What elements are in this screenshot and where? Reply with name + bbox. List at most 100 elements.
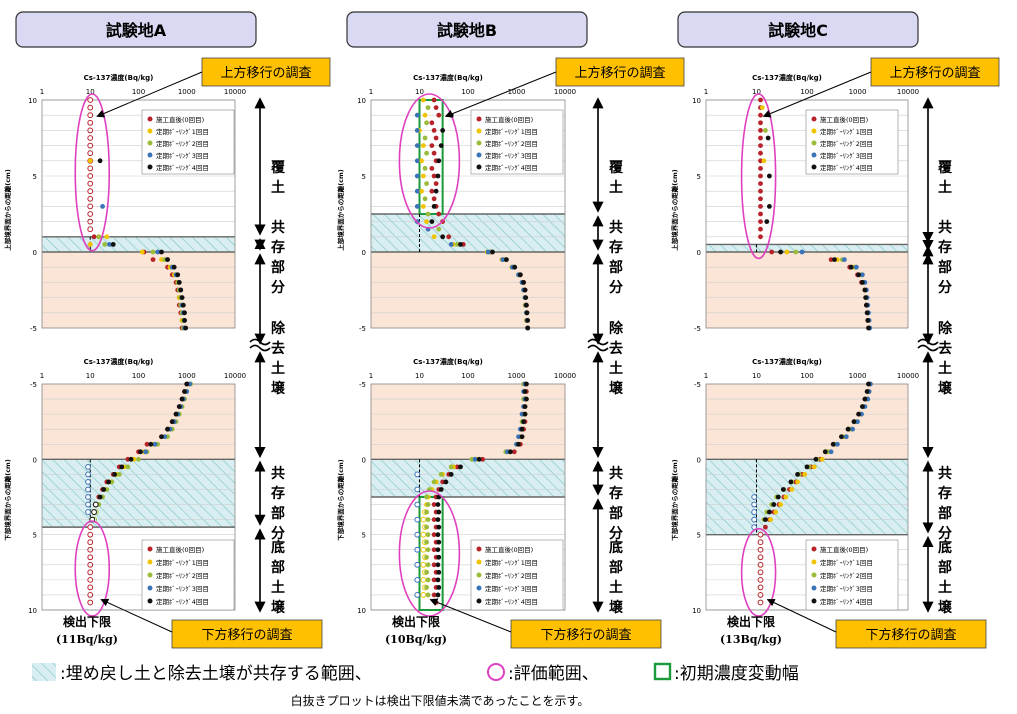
data-point [422,135,428,141]
data-point [757,569,764,576]
data-point [144,441,150,447]
data-point [87,524,94,531]
data-point [511,449,517,455]
zone-label-removed: 去 [938,340,952,357]
data-point [438,487,444,492]
data-point [523,295,529,300]
zone-label-coexist: 部 [938,259,952,276]
data-point [762,517,768,522]
removed-soil-zone [371,384,565,460]
data-point [87,180,94,187]
data-point [762,127,768,133]
data-point [789,487,795,492]
data-point [757,546,764,553]
data-point [87,165,94,172]
data-point [171,264,177,270]
legend-marker [476,572,482,578]
data-point [859,404,865,409]
data-point [802,472,808,477]
site-title-box [677,11,919,48]
removed-soil-zone [42,384,235,460]
legend-label: 施工直後(0回目) [485,545,533,554]
removed-soil-zone [371,252,565,328]
data-point [420,143,426,149]
data-point [866,325,871,331]
legend-marker [811,572,817,578]
data-point [150,249,156,255]
data-point [758,135,763,141]
y-axis-label: 上部境界面からの距離(cm) [336,169,345,251]
data-point [764,219,770,225]
data-point [521,280,526,285]
data-point [425,517,431,522]
data-point [87,127,94,134]
zone-label-cover: 土 [271,179,285,196]
data-point [438,472,444,477]
data-point [751,494,758,500]
legend-marker [147,116,153,122]
y-tick-label: -5 [30,381,37,389]
data-point [525,325,531,331]
x-tick-label: 1 [40,88,44,96]
data-point [438,143,444,149]
data-point [436,585,442,590]
legend-marker [476,546,482,552]
legend-marker [476,585,482,591]
data-point [87,211,94,217]
data-point [414,173,420,179]
legend-label: 定期ﾎﾞｰﾘﾝｸﾞ4回目 [485,597,538,606]
data-point [436,524,442,530]
data-point [424,554,429,560]
data-point [843,434,849,440]
data-point [490,249,495,255]
square-swatch [653,662,672,681]
data-point [835,441,840,447]
callout-arrow [766,598,837,633]
legend-label: 施工直後(0回目) [485,115,533,124]
data-point [183,325,189,331]
data-point [822,449,828,455]
data-point [424,494,429,500]
data-point [758,173,763,179]
removed-soil-zone [706,384,908,460]
legend-box [805,109,899,175]
data-point [435,592,441,598]
y-tick-label: 0 [362,456,366,464]
y-tick-label: 5 [697,173,701,181]
y-tick-label: 0 [697,456,701,464]
x-axis-label: Cs-137濃度(Bq/kg) [752,73,822,82]
data-point [448,242,454,247]
data-point [519,426,525,432]
data-point [766,204,772,209]
data-point [420,204,426,209]
data-point [855,419,860,425]
data-point [435,173,441,179]
data-point [91,509,97,515]
x-tick-label: 1 [369,88,373,96]
data-point [148,441,154,447]
data-point [512,264,518,270]
data-point [425,105,431,110]
zone-label-removed: 去 [271,340,285,357]
data-point [107,242,112,247]
data-point [431,234,437,240]
data-point [813,456,819,462]
circle-swatch [487,663,505,681]
data-point [431,577,437,583]
site-title: 試験地C [768,21,828,40]
data-point [500,257,506,262]
legend-marker [811,546,817,552]
y-tick-label: 10 [28,97,37,105]
legend-label: 定期ﾎﾞｰﾘﾝｸﾞ3回目 [156,584,209,593]
legend-label: 定期ﾎﾞｰﾘﾝｸﾞ1回目 [820,127,873,136]
data-point [420,97,426,103]
zone-label-coexist: 存 [938,485,952,502]
x-tick-label: 1000 [178,88,196,96]
coexist-zone [42,459,235,528]
data-point [429,120,435,126]
data-point [793,249,799,255]
data-point [436,211,442,217]
data-point [431,502,437,507]
zone-label-coexist: 存 [271,239,285,256]
